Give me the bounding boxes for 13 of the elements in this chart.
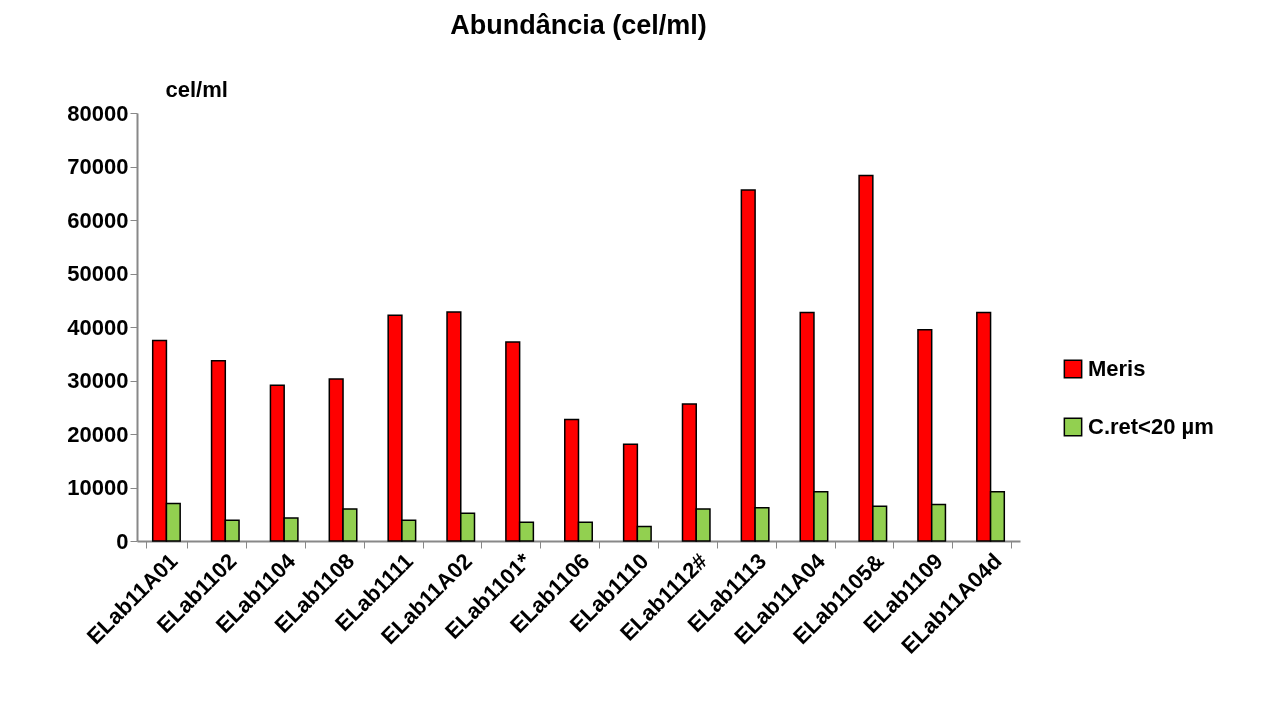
y-tick-label: 70000 (67, 154, 129, 179)
y-tick-label: 80000 (67, 100, 129, 126)
y-tick-label: 30000 (67, 368, 129, 393)
legend-label: C.ret<20 µm (1088, 414, 1214, 439)
y-tick-label: 50000 (67, 261, 129, 286)
chart-title: Abundância (cel/ml) (450, 10, 707, 40)
y-tick-label: 10000 (67, 475, 129, 500)
y-tick-label: 20000 (67, 421, 129, 447)
y-tick-label: 0 (116, 528, 129, 554)
y-axis-title: cel/ml (165, 76, 228, 102)
y-tick-label: 40000 (67, 314, 129, 340)
legend-label: Meris (1088, 356, 1146, 381)
y-tick-label: 60000 (67, 207, 129, 233)
